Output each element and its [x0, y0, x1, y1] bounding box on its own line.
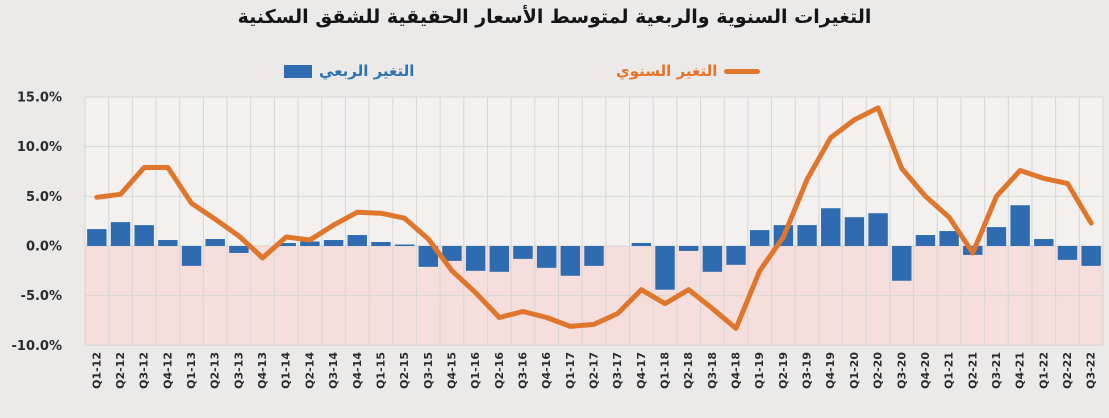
bar-Q3-13 [229, 245, 249, 253]
x-tick-label-Q3-12: Q3-12 [138, 352, 151, 389]
x-tick-label-Q3-22: Q3-22 [1085, 352, 1098, 389]
bar-Q4-19 [821, 208, 841, 246]
x-tick-label-Q2-16: Q2-16 [493, 352, 506, 389]
bar-Q4-17 [631, 243, 652, 246]
bar-Q1-17 [560, 245, 581, 276]
x-tick-label-Q4-16: Q4-16 [540, 352, 553, 389]
x-tick-label-Q2-17: Q2-17 [588, 352, 601, 389]
x-tick-label-Q1-21: Q1-21 [943, 352, 956, 389]
x-tick-label-Q4-21: Q4-21 [1014, 352, 1027, 389]
x-tick-label-Q4-19: Q4-19 [824, 352, 837, 389]
x-tick-label-Q2-22: Q2-22 [1061, 352, 1074, 389]
y-tick-label: 15.0% [17, 91, 62, 106]
x-tick-label-Q4-20: Q4-20 [919, 352, 932, 389]
bar-Q2-15 [394, 244, 415, 246]
legend-quarterly-label: التغير الربعي [319, 62, 415, 80]
x-tick-label-Q3-21: Q3-21 [990, 352, 1003, 389]
bar-Q2-22 [1057, 245, 1078, 260]
bar-Q1-22 [1034, 239, 1054, 246]
x-tick-label-Q3-20: Q3-20 [895, 352, 908, 389]
bar-Q3-19 [797, 225, 817, 246]
bar-Q4-21 [1010, 205, 1030, 246]
bar-Q1-20 [844, 217, 865, 246]
legend-item-annual: التغير السنوي [616, 62, 761, 80]
x-tick-label-Q3-19: Q3-19 [801, 352, 814, 389]
bar-Q4-20 [915, 235, 936, 246]
x-tick-label-Q2-21: Q2-21 [966, 352, 979, 389]
x-tick-label-Q4-14: Q4-14 [351, 352, 364, 389]
legend-item-quarterly: التغير الربعي [284, 62, 414, 80]
bar-Q4-16 [536, 245, 557, 268]
x-tick-label-Q3-14: Q3-14 [327, 352, 340, 389]
x-tick-label-Q2-12: Q2-12 [114, 352, 127, 389]
x-tick-label-Q1-18: Q1-18 [659, 352, 672, 389]
x-tick-label-Q1-19: Q1-19 [753, 352, 766, 389]
x-tick-label-Q1-12: Q1-12 [90, 352, 103, 389]
line-swatch-icon [724, 68, 761, 74]
x-tick-label-Q4-17: Q4-17 [635, 352, 648, 389]
x-tick-label-Q3-17: Q3-17 [611, 352, 624, 389]
bar-Q1-16 [465, 245, 486, 271]
bar-swatch-icon [284, 64, 312, 78]
chart-title: التغيرات السنوية والربعية لمتوسط الأسعار… [237, 6, 872, 28]
bar-Q2-20 [868, 213, 888, 246]
x-tick-label-Q2-19: Q2-19 [777, 352, 790, 389]
x-tick-label-Q3-18: Q3-18 [706, 352, 719, 389]
bar-Q2-16 [489, 245, 510, 272]
x-tick-label-Q1-13: Q1-13 [185, 352, 198, 389]
bar-Q3-15 [418, 245, 438, 267]
x-tick-label-Q2-13: Q2-13 [209, 352, 222, 389]
x-tick-label-Q4-12: Q4-12 [161, 352, 174, 389]
annual-change-line [94, 105, 1094, 331]
bar-Q3-20 [892, 245, 912, 281]
bar-Q3-14 [323, 240, 344, 246]
bar-Q2-14 [300, 241, 320, 246]
bar-Q1-18 [655, 245, 675, 290]
bar-Q1-21 [939, 231, 959, 246]
y-tick-label: -10.0% [12, 339, 63, 354]
bar-Q3-16 [513, 245, 533, 259]
x-tick-label-Q1-22: Q1-22 [1037, 352, 1050, 389]
bar-Q4-14 [347, 235, 367, 246]
x-tick-label-Q2-14: Q2-14 [303, 352, 316, 389]
x-tick-label-Q1-14: Q1-14 [280, 352, 293, 389]
y-tick-label: 10.0% [17, 140, 62, 155]
bar-Q2-18 [678, 245, 699, 251]
legend-annual-label: التغير السنوي [616, 62, 718, 80]
y-tick-label: 0.0% [26, 239, 62, 254]
bar-Q2-17 [584, 245, 604, 266]
x-tick-label-Q2-18: Q2-18 [682, 352, 695, 389]
x-tick-label-Q1-17: Q1-17 [564, 352, 577, 389]
bar-Q1-13 [181, 245, 202, 266]
bar-Q1-15 [371, 242, 391, 246]
x-tick-label-Q3-15: Q3-15 [422, 352, 435, 389]
bar-Q3-18 [702, 245, 723, 272]
y-tick-label: -5.0% [21, 289, 62, 304]
bar-Q2-13 [205, 239, 225, 246]
x-tick-label-Q4-15: Q4-15 [445, 352, 458, 389]
x-tick-label-Q1-20: Q1-20 [848, 352, 861, 389]
bar-Q3-22 [1081, 245, 1101, 266]
bar-Q4-18 [726, 245, 746, 265]
y-tick-label: 5.0% [26, 190, 62, 205]
bar-Q1-14 [276, 243, 296, 246]
bar-Q3-21 [986, 227, 1007, 246]
bar-Q3-12 [134, 225, 154, 246]
x-tick-label-Q4-18: Q4-18 [730, 352, 743, 389]
bar-Q2-12 [110, 222, 131, 246]
bar-Q1-12 [87, 229, 107, 246]
x-tick-label-Q3-13: Q3-13 [232, 352, 245, 389]
x-tick-label-Q1-16: Q1-16 [469, 352, 482, 389]
bar-Q4-15 [442, 245, 462, 261]
bar-Q1-19 [750, 230, 770, 246]
x-tick-label-Q4-13: Q4-13 [256, 352, 269, 389]
bar-Q4-12 [158, 240, 178, 246]
x-tick-label-Q2-20: Q2-20 [872, 352, 885, 389]
x-tick-label-Q3-16: Q3-16 [516, 352, 529, 389]
x-tick-label-Q2-15: Q2-15 [398, 352, 411, 389]
x-tick-label-Q1-15: Q1-15 [374, 352, 387, 389]
